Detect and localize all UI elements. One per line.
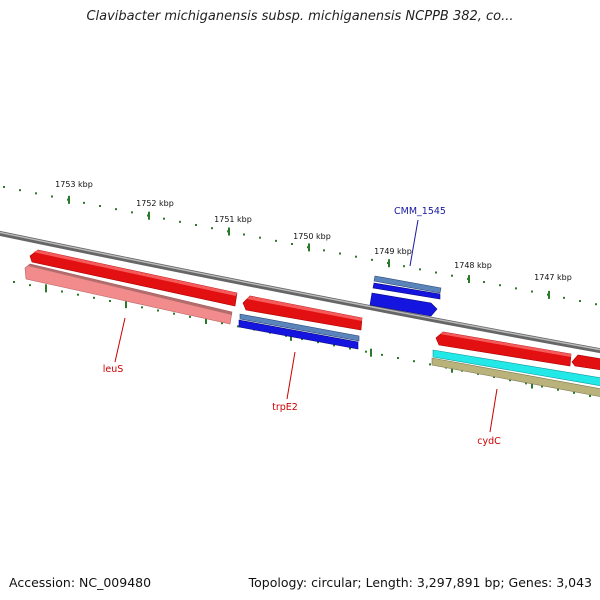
scale-track xyxy=(3,186,597,306)
minor-tick xyxy=(323,249,325,252)
minor-tick xyxy=(301,338,303,341)
minor-tick xyxy=(211,227,213,230)
topology-summary: Topology: circular; Length: 3,297,891 bp… xyxy=(248,575,592,590)
minor-tick xyxy=(579,300,581,303)
gene-features xyxy=(24,249,600,397)
minor-tick xyxy=(131,211,133,214)
gene-trpE2-steel[interactable] xyxy=(239,313,360,342)
gene-label-trpE2[interactable]: trpE2 xyxy=(272,402,298,413)
minor-tick xyxy=(173,312,175,315)
minor-tick xyxy=(525,382,527,385)
gene-cydC-khaki[interactable] xyxy=(431,357,600,397)
minor-tick xyxy=(429,363,431,366)
minor-tick xyxy=(499,284,501,287)
scale-label: 1747 kbp xyxy=(534,273,572,282)
scale-label: 1748 kbp xyxy=(454,261,492,270)
minor-tick xyxy=(397,357,399,360)
gene-CMM_1545-arrow[interactable] xyxy=(369,292,438,317)
minor-tick xyxy=(163,217,165,220)
gene-CMM_1545-steel[interactable] xyxy=(373,275,442,294)
minor-tick xyxy=(435,271,437,274)
minor-tick xyxy=(13,281,15,283)
minor-tick xyxy=(237,325,239,328)
minor-tick xyxy=(339,252,341,255)
scale-label: 1749 kbp xyxy=(374,247,412,256)
minor-tick xyxy=(483,281,485,284)
lower-tick-track xyxy=(13,281,591,398)
minor-tick xyxy=(51,195,53,198)
minor-tick xyxy=(563,296,565,299)
minor-tick xyxy=(573,391,575,394)
gene-trpE2-red[interactable] xyxy=(242,295,363,331)
scale-label: 1752 kbp xyxy=(136,199,174,208)
minor-tick xyxy=(451,274,453,277)
scale-label: 1751 kbp xyxy=(214,215,252,224)
minor-tick xyxy=(333,344,335,347)
minor-tick xyxy=(541,385,543,388)
minor-tick xyxy=(157,309,159,312)
gene-label-cydC[interactable]: cydC xyxy=(477,436,501,447)
minor-tick xyxy=(35,192,37,195)
minor-tick xyxy=(355,255,357,258)
minor-tick xyxy=(515,287,517,290)
minor-tick xyxy=(275,239,277,242)
minor-tick xyxy=(19,189,21,192)
minor-tick xyxy=(291,243,293,246)
scale-labels: 1753 kbp 1752 kbp 1751 kbp 1750 kbp 1749 kbp… xyxy=(55,180,572,282)
gene-trpE2-blue[interactable] xyxy=(238,319,359,350)
label-leaders xyxy=(114,219,498,433)
scale-label: 1753 kbp xyxy=(55,180,93,189)
minor-tick xyxy=(531,290,533,293)
minor-tick xyxy=(349,347,351,350)
minor-tick xyxy=(83,201,85,204)
minor-tick xyxy=(365,350,367,353)
minor-tick xyxy=(589,395,591,398)
minor-tick xyxy=(3,186,5,188)
minor-tick xyxy=(381,353,383,356)
gene-next-red[interactable] xyxy=(571,354,600,371)
minor-tick xyxy=(179,220,181,223)
minor-tick xyxy=(99,205,101,208)
minor-tick xyxy=(413,360,415,363)
gene-label-leuS[interactable]: leuS xyxy=(103,364,124,375)
map-title: Clavibacter michiganensis subsp. michiga… xyxy=(86,9,514,24)
minor-tick xyxy=(93,296,95,299)
minor-tick xyxy=(403,265,405,268)
minor-tick xyxy=(419,268,421,271)
minor-tick xyxy=(29,284,31,287)
minor-tick xyxy=(141,306,143,309)
minor-tick xyxy=(317,341,319,344)
minor-tick xyxy=(259,236,261,239)
minor-tick xyxy=(109,300,111,303)
accession-label: Accession: NC_009480 xyxy=(9,575,152,590)
minor-tick xyxy=(557,388,559,391)
backbone xyxy=(0,230,600,354)
gene-CMM_1545-blue[interactable] xyxy=(372,282,441,300)
minor-tick xyxy=(195,224,197,227)
gene-labels: leuS trpE2 CMM_1545 cydC xyxy=(103,206,501,447)
minor-tick xyxy=(509,379,511,382)
minor-tick xyxy=(189,315,191,318)
minor-tick xyxy=(115,208,117,211)
minor-tick xyxy=(595,303,597,306)
minor-tick xyxy=(493,376,495,379)
minor-tick xyxy=(243,233,245,236)
minor-tick xyxy=(221,322,223,325)
minor-tick xyxy=(371,258,373,261)
minor-tick xyxy=(61,290,63,293)
gene-leuS-pink[interactable] xyxy=(24,263,233,325)
gene-label-CMM_1545[interactable]: CMM_1545 xyxy=(394,206,446,217)
gene-cydC-cyan[interactable] xyxy=(432,349,600,386)
minor-tick xyxy=(77,293,79,296)
scale-label: 1750 kbp xyxy=(293,232,331,241)
